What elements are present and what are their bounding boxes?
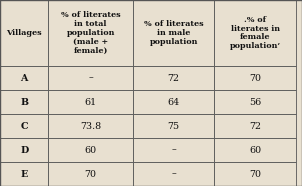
Text: 72: 72	[249, 121, 261, 131]
Text: Villages: Villages	[6, 29, 42, 37]
Bar	[133, 138, 214, 162]
Bar	[214, 114, 296, 138]
Text: 70: 70	[249, 73, 261, 83]
Bar	[133, 114, 214, 138]
Text: % of literates
in total
population
(male +
female): % of literates in total population (male…	[61, 11, 120, 55]
Bar	[48, 0, 133, 66]
Text: 70: 70	[249, 169, 261, 179]
Text: 60: 60	[85, 145, 97, 155]
Text: –: –	[171, 145, 176, 155]
Text: .% of
literates in
female
population’: .% of literates in female population’	[230, 16, 281, 50]
Text: C: C	[21, 121, 28, 131]
Text: 75: 75	[168, 121, 180, 131]
Text: E: E	[21, 169, 28, 179]
Text: –: –	[171, 169, 176, 179]
Text: 61: 61	[85, 97, 97, 107]
Bar	[48, 162, 133, 186]
Bar	[0, 90, 48, 114]
Text: 73.8: 73.8	[80, 121, 101, 131]
Bar	[0, 162, 48, 186]
Bar	[0, 66, 48, 90]
Bar	[214, 90, 296, 114]
Bar	[0, 138, 48, 162]
Bar	[48, 90, 133, 114]
Bar	[214, 162, 296, 186]
Text: –: –	[88, 73, 93, 83]
Text: 72: 72	[168, 73, 180, 83]
Bar	[48, 114, 133, 138]
Bar	[0, 114, 48, 138]
Bar	[214, 66, 296, 90]
Text: 60: 60	[249, 145, 261, 155]
Bar	[48, 66, 133, 90]
Text: D: D	[20, 145, 28, 155]
Bar	[133, 162, 214, 186]
Text: 70: 70	[85, 169, 97, 179]
Bar	[214, 138, 296, 162]
Text: 56: 56	[249, 97, 261, 107]
Bar	[48, 138, 133, 162]
Bar	[0, 0, 48, 66]
Bar	[133, 0, 214, 66]
Bar	[133, 90, 214, 114]
Text: % of literates
in male
population: % of literates in male population	[144, 20, 204, 46]
Text: 64: 64	[168, 97, 180, 107]
Bar	[133, 66, 214, 90]
Text: B: B	[20, 97, 28, 107]
Bar	[214, 0, 296, 66]
Text: A: A	[21, 73, 28, 83]
